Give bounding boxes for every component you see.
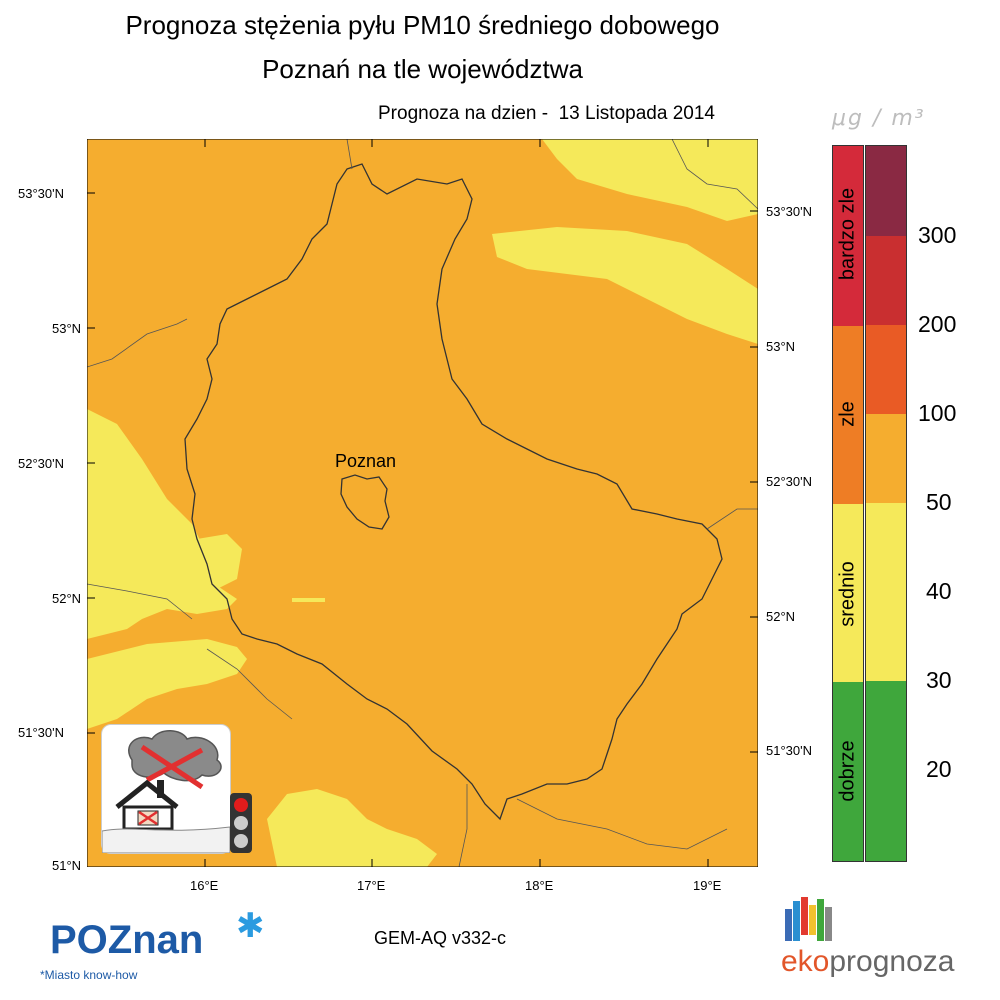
lon-label-2: 17°E [357,878,386,893]
lon-label-3: 18°E [525,878,554,893]
lat-label-right-2: 53°N [766,339,796,354]
region-line-w [87,318,188,368]
eko-prefix: eko [781,945,830,978]
region-line-se [516,798,728,850]
legend-category-column: bardzo zle zle srednio dobrze [832,145,864,862]
legend-level-6 [866,592,906,682]
map-ticks [87,139,758,867]
unit-label: μg / m³ [832,106,926,131]
ekoprognoza-bars-icon [785,897,835,945]
lon-label-4: 19°E [693,878,722,893]
yellow-spot-1 [292,598,320,602]
ekoprognoza-logo: ekoprognoza [781,945,954,979]
yellow-zone-w2 [197,534,242,589]
region-line-ne [671,139,758,210]
lat-label-left-5: 51°30'N [18,725,64,740]
legend-category-bardzo-zle [833,146,863,326]
legend-level-4 [866,414,906,504]
traffic-light-red [234,798,248,812]
legend-category-srednio [833,504,863,682]
legend-label-bardzo-zle: bardzo zle [836,187,859,281]
legend-category-zle [833,326,863,504]
legend-level-8 [866,770,906,861]
poznan-tagline: *Miasto know-how [40,968,138,982]
lat-label-left-1: 53°30'N [18,186,64,201]
asterisk-icon: ✱ [236,907,265,945]
legend-level-5 [866,503,906,593]
lon-label-1: 16°E [190,878,219,893]
yellow-zone-s [267,789,437,867]
traffic-light-icon [230,793,252,853]
lat-label-left-4: 52°N [52,591,82,606]
traffic-light-yellow [234,816,248,830]
yellow-spot-2 [315,598,325,602]
forecast-date: Prognoza na dzien - 13 Listopada 2014 [378,103,715,124]
region-line-e [706,508,758,530]
legend-label-srednio: srednio [836,561,859,627]
region-line-w2 [87,583,193,620]
map-title: Prognoza stężenia pyłu PM10 średniego do… [125,10,720,40]
lat-label-right-5: 51°30'N [766,743,812,758]
poznan-logo-text: POZnan [50,918,204,962]
legend-threshold-300: 300 [918,222,957,248]
lat-label-left-2: 53°N [52,321,82,336]
yellow-zone-sw [87,639,247,729]
city-label-poznan: Poznan [335,451,397,471]
lat-label-left-6: 51°N [52,858,82,873]
map-subtitle: Poznań na tle województwa [262,54,583,84]
lat-label-left-3: 52°30'N [18,456,64,471]
region-line-sw [206,648,293,720]
voivodeship-border [184,163,723,821]
legend-threshold-20: 20 [926,756,952,782]
legend-level-1 [866,146,906,237]
legend-level-column [865,145,907,862]
lat-label-right-4: 52°N [766,609,796,624]
legend-threshold-30: 30 [926,667,952,693]
legend-label-dobrze: dobrze [836,740,859,802]
traffic-light-green [234,834,248,848]
yellow-zone-ne2 [492,227,758,344]
eko-suffix: prognoza [829,945,955,978]
yellow-zone-ne [542,139,758,221]
lat-label-right-3: 52°30'N [766,474,812,489]
no-burning-sign [101,724,231,854]
legend-level-2 [866,236,906,326]
legend-threshold-40: 40 [926,578,952,604]
lat-label-right-1: 53°30'N [766,204,812,219]
yellow-zone-w [87,409,237,639]
legend-threshold-100: 100 [918,400,957,426]
poznan-city-border [340,474,390,530]
region-line-s [458,784,468,867]
no-burning-icon [101,730,231,854]
legend-threshold-50: 50 [926,489,952,515]
legend-label-zle: zle [836,401,859,427]
legend-level-7 [866,681,906,771]
poznan-logo: POZnan ✱ [50,907,265,963]
legend-category-dobrze [833,682,863,861]
legend-level-3 [866,325,906,415]
legend-threshold-200: 200 [918,311,957,337]
region-line-n [346,139,353,170]
model-label: GEM-AQ v332-c [374,928,507,948]
